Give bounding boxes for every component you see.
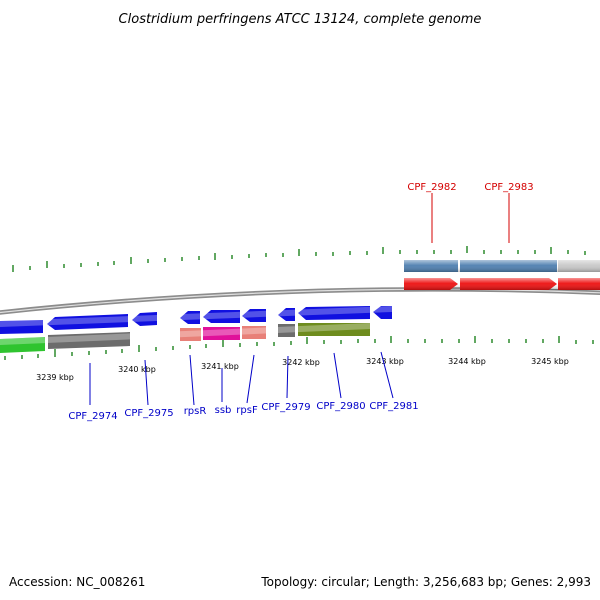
feature-gloss [404, 278, 600, 290]
gene-leader-line [286, 355, 289, 399]
feature-rpsf-gene[interactable] [242, 309, 266, 322]
feature-gloss [0, 306, 392, 327]
accession-text: Accession: NC_008261 [9, 575, 145, 589]
feature-cpf-2975-cds[interactable] [48, 332, 130, 349]
gene-label-cpf-2975[interactable]: CPF_2975 [124, 408, 173, 419]
top-gene-labels: CPF_2982 CPF_2983 [407, 182, 534, 243]
genome-backbone [0, 287, 600, 315]
feature-green-cds[interactable] [0, 337, 45, 353]
gene-label-ssb[interactable]: ssb [215, 405, 232, 416]
gene-leader-line [144, 359, 149, 406]
kbp-label: 3239 kbp [36, 373, 74, 382]
kbp-label: 3242 kbp [282, 358, 320, 367]
feature-ssb-gene[interactable] [203, 310, 240, 323]
gene-label-cpf-2981[interactable]: CPF_2981 [369, 401, 418, 412]
genome-backbone-highlight [0, 288, 600, 314]
feature-ssb-cds[interactable] [203, 327, 240, 340]
gene-label-cpf-2979[interactable]: CPF_2979 [261, 402, 310, 413]
forward-gene-track [404, 278, 600, 290]
kbp-label: 3241 kbp [201, 362, 239, 371]
gene-leader-line [333, 352, 342, 399]
feature-rpsr-cds[interactable] [180, 328, 201, 341]
map-title: Clostridium perfringens ATCC 13124, comp… [119, 12, 482, 27]
gene-label-cpf-2980[interactable]: CPF_2980 [316, 401, 365, 412]
feature-cpf-2979-cds[interactable] [278, 324, 295, 337]
feature-cpf-2980-cds[interactable] [298, 323, 370, 336]
kbp-label: 3244 kbp [448, 357, 486, 366]
outer-tick-ring [12, 246, 586, 272]
forward-cds-track [404, 260, 600, 272]
kbp-label: 3243 kbp [366, 357, 404, 366]
gene-leader-line [246, 354, 255, 404]
inner-tick-ring [4, 336, 594, 360]
feature-rpsf-cds[interactable] [242, 326, 266, 339]
feature-cpf-2979-gene[interactable] [278, 308, 295, 321]
feature-cpf-2975-gene[interactable] [47, 314, 128, 330]
gene-leader-line [380, 351, 394, 399]
gene-label-cpf-2982[interactable]: CPF_2982 [407, 182, 456, 193]
feature-gloss [404, 260, 600, 272]
reverse-cds-track [0, 323, 370, 353]
gene-label-cpf-2974[interactable]: CPF_2974 [68, 411, 117, 422]
gene-label-rpsr[interactable]: rpsR [184, 406, 207, 417]
feature-blue-arrow[interactable] [132, 312, 157, 326]
genome-summary-text: Topology: circular; Length: 3,256,683 bp… [260, 575, 591, 589]
feature-rpsr-gene[interactable] [180, 311, 200, 324]
feature-gloss [0, 323, 370, 345]
kbp-label: 3240 kbp [118, 365, 156, 374]
reverse-gene-track [0, 306, 392, 334]
gene-label-cpf-2983[interactable]: CPF_2983 [484, 182, 533, 193]
kbp-label: 3245 kbp [531, 357, 569, 366]
feature-cpf-2980-gene[interactable] [298, 306, 370, 320]
bottom-gene-labels [89, 351, 394, 406]
feature-cpf-2981-gene[interactable] [373, 306, 392, 319]
bottom-gene-label-text: CPF_2974 CPF_2975 rpsR ssb rpsF CPF_2979… [68, 401, 418, 422]
gene-leader-line [189, 354, 195, 406]
gene-label-rpsf[interactable]: rpsF [236, 405, 258, 416]
feature-blue-arrow[interactable] [0, 320, 43, 334]
